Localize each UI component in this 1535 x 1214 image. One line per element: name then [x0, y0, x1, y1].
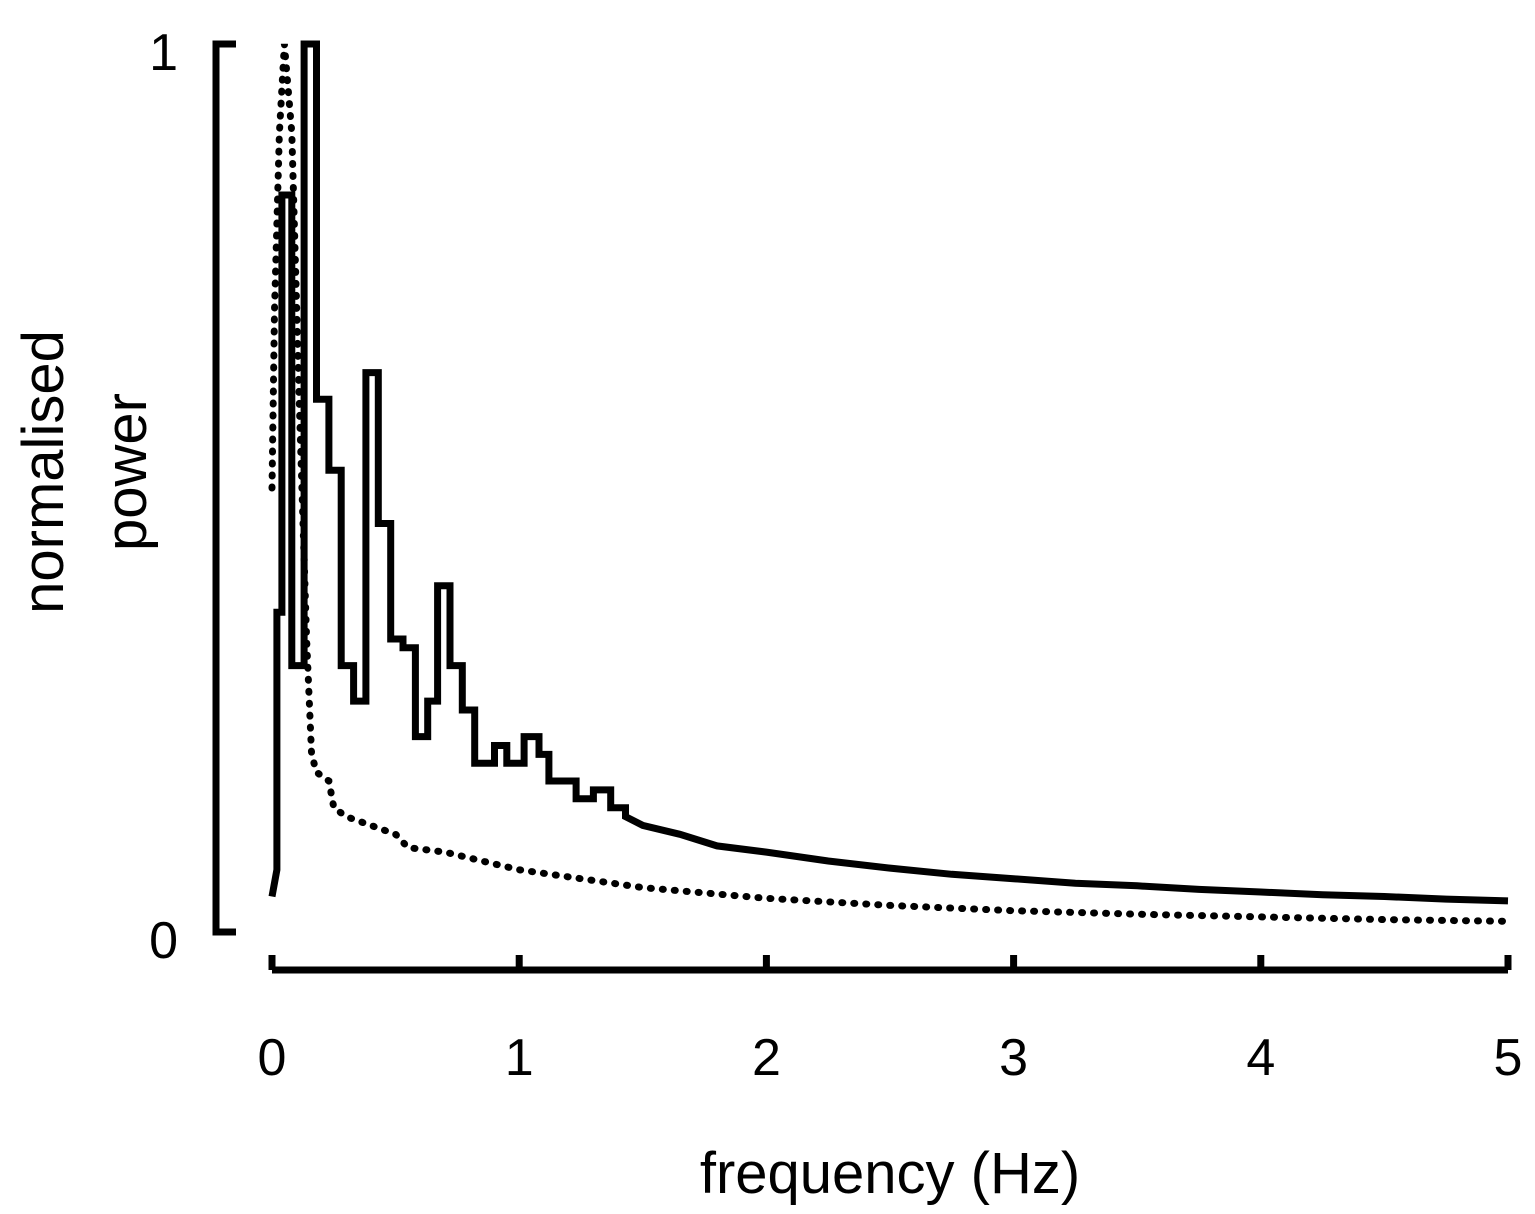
- x-tick-label-4: 4: [1246, 1029, 1275, 1087]
- x-tick-label-1: 1: [505, 1029, 534, 1087]
- x-axis-title: frequency (Hz): [700, 1141, 1080, 1206]
- y-axis-line: [216, 44, 236, 932]
- series-line-dotted: [272, 44, 1508, 921]
- x-tick-labels: 0 1 2 3 4 5: [258, 1029, 1523, 1087]
- series-line-solid: [272, 44, 1508, 901]
- y-axis-title-line-2: power: [94, 393, 159, 551]
- x-tick-label-5: 5: [1494, 1029, 1523, 1087]
- y-axis-title-line-1: normalised: [11, 330, 76, 614]
- x-tick-label-0: 0: [258, 1029, 287, 1087]
- series-group: [272, 44, 1508, 921]
- x-tick-label-2: 2: [752, 1029, 781, 1087]
- x-tick-label-3: 3: [999, 1029, 1028, 1087]
- y-axis-title: normalised power: [11, 330, 159, 614]
- y-tick-label-0: 0: [149, 912, 178, 970]
- y-tick-label-1: 1: [149, 24, 178, 82]
